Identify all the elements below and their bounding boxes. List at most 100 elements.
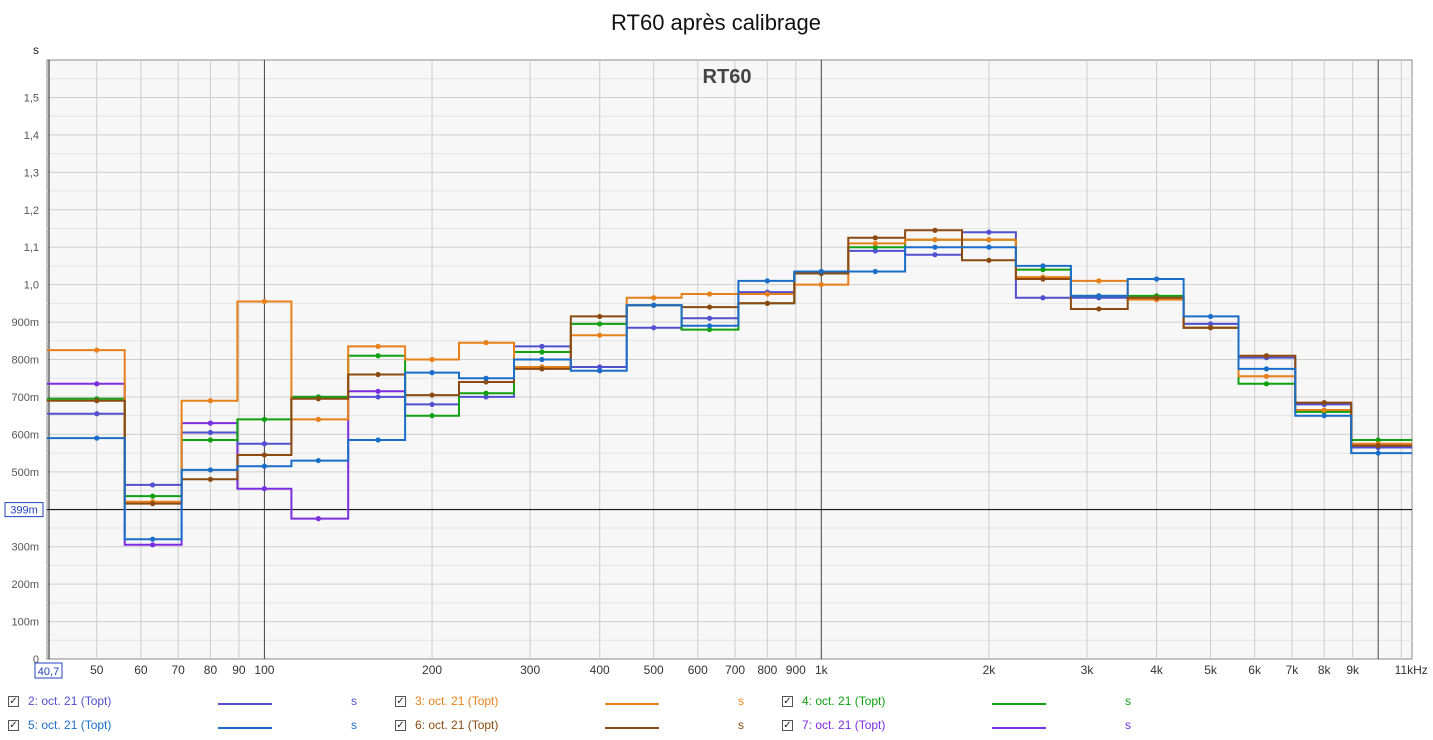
legend-label: 5: oct. 21 (Topt) [28, 718, 112, 732]
x-tick-label: 2k [983, 663, 997, 677]
data-point [597, 368, 603, 374]
data-point [651, 325, 657, 331]
data-point [872, 248, 878, 254]
y-tick-label: 1,2 [24, 205, 39, 217]
data-point [651, 295, 657, 301]
data-point [872, 240, 878, 247]
data-point [429, 392, 435, 398]
y-tick-label: 1,3 [24, 167, 39, 179]
data-point [207, 398, 214, 404]
checkbox[interactable]: ✓ [395, 720, 406, 731]
y-tick-label: 1,1 [24, 242, 39, 254]
data-point [150, 536, 156, 542]
data-point [94, 347, 100, 353]
data-point [706, 326, 713, 333]
cursor[interactable]: 399m [4, 502, 1412, 518]
axes: 0 100m 200m 300m 500m 600m 700m 800m 900m 1,0 1,1 1… [11, 92, 1428, 679]
x-tick-label: 8k [1318, 663, 1332, 677]
legend-unit: s [1125, 694, 1131, 708]
y-tick-label: 700m [11, 392, 39, 404]
data-point [1263, 373, 1270, 379]
data-point [150, 501, 156, 507]
data-point [483, 394, 489, 400]
legend-label: 3: oct. 21 (Topt) [415, 694, 499, 708]
data-point [872, 244, 878, 250]
data-point [315, 396, 321, 402]
data-point [818, 282, 824, 288]
x-tick-label: 300 [520, 663, 540, 677]
data-point [986, 237, 992, 243]
x-tick-label: 200 [422, 663, 442, 677]
legend-item[interactable]: ✓ 7: oct. 21 (Topt) s [782, 717, 1162, 737]
y-tick-label: 1,4 [24, 130, 39, 142]
data-point [651, 302, 657, 308]
data-point [429, 370, 435, 376]
legend-item[interactable]: ✓ 3: oct. 21 (Topt) s [395, 693, 775, 713]
data-point [261, 298, 268, 305]
x-tick-label: 60 [134, 663, 148, 677]
legend-label: 4: oct. 21 (Topt) [802, 694, 886, 708]
data-point [706, 323, 713, 329]
data-point [1040, 276, 1046, 282]
legend-unit: s [738, 694, 744, 708]
cursor-value: 399m [10, 505, 38, 517]
data-point [1263, 353, 1270, 359]
chart-title: RT60 après calibrage [611, 10, 821, 35]
legend-swatch [218, 703, 272, 705]
checkbox[interactable]: ✓ [8, 696, 19, 707]
data-point [1096, 278, 1102, 284]
data-point [539, 356, 545, 363]
data-point [94, 435, 100, 441]
data-point [539, 349, 545, 355]
legend-item[interactable]: ✓ 2: oct. 21 (Topt) s [8, 693, 388, 713]
legend-swatch [218, 727, 272, 729]
rt60-chart: RT60 après calibrage s RT60 399m 0 100m 20… [4, 10, 1428, 679]
checkbox[interactable]: ✓ [8, 720, 19, 731]
data-point [706, 315, 713, 321]
legend-label: 2: oct. 21 (Topt) [28, 694, 112, 708]
x-tick-label: 900 [786, 663, 806, 677]
data-point [986, 257, 992, 263]
data-point [706, 291, 713, 297]
y-tick-label: 0 [33, 654, 39, 666]
data-point [207, 467, 214, 473]
y-tick-label: 1,0 [24, 280, 39, 292]
data-point [1375, 443, 1381, 449]
legend-item[interactable]: ✓ 4: oct. 21 (Topt) s [782, 693, 1162, 713]
y-tick-label: 100m [11, 617, 39, 629]
y-unit-label: s [33, 43, 39, 57]
x-tick-label: 7k [1286, 663, 1300, 677]
data-point [1263, 366, 1270, 372]
legend-unit: s [351, 694, 357, 708]
data-point [1096, 306, 1102, 312]
data-point [94, 411, 100, 417]
data-point [261, 486, 268, 492]
data-point [150, 542, 156, 548]
x-tick-label: 400 [590, 663, 610, 677]
y-tick-label: 600m [11, 429, 39, 441]
legend-swatch [992, 703, 1046, 705]
checkbox[interactable]: ✓ [395, 696, 406, 707]
data-point [261, 452, 268, 458]
data-point [597, 364, 603, 370]
legend-item[interactable]: ✓ 6: oct. 21 (Topt) s [395, 717, 775, 737]
legend-label: 6: oct. 21 (Topt) [415, 718, 499, 732]
x-start-box [34, 662, 63, 679]
x-tick-label: 600 [688, 663, 708, 677]
checkbox[interactable]: ✓ [782, 696, 793, 707]
data-point [932, 244, 938, 250]
x-tick-label: 1k [815, 663, 829, 677]
checkbox[interactable]: ✓ [782, 720, 793, 731]
data-point [1040, 263, 1046, 269]
data-point [764, 278, 770, 284]
data-point [597, 332, 603, 338]
data-point [764, 291, 770, 297]
legend-item[interactable]: ✓ 5: oct. 21 (Topt) s [8, 717, 388, 737]
x-tick-label: 500 [644, 663, 664, 677]
data-point [1096, 293, 1102, 299]
data-point [207, 429, 214, 436]
y-tick-label: 200m [11, 579, 39, 591]
x-tick-label: 70 [171, 663, 185, 677]
data-point [764, 300, 770, 306]
data-point [1153, 276, 1160, 282]
